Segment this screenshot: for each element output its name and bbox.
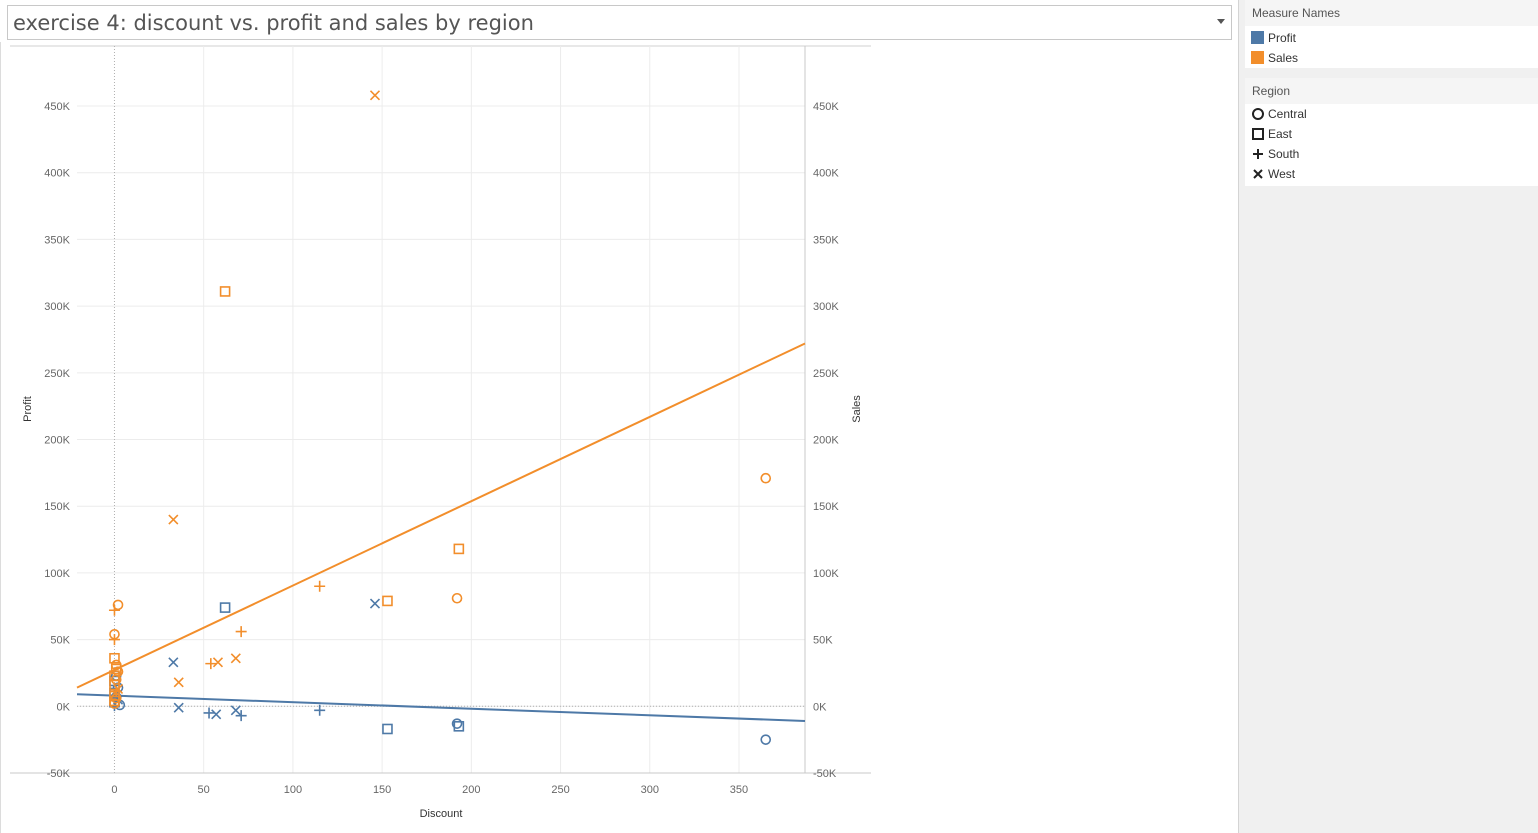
y-tick-label: 200K — [44, 435, 70, 447]
x-tick-label: 150 — [373, 784, 391, 796]
sales-east-point[interactable] — [382, 595, 393, 607]
y2-tick-label: 450K — [813, 101, 839, 113]
sales-east-point[interactable] — [453, 543, 465, 555]
y2-tick-label: 0K — [813, 701, 827, 713]
worksheet-title-bar[interactable]: exercise 4: discount vs. profit and sale… — [7, 5, 1232, 40]
y-tick-label: 0K — [57, 701, 71, 713]
y-tick-label: 350K — [44, 234, 70, 246]
profit-west-point[interactable] — [173, 702, 184, 713]
sales-west-point[interactable] — [369, 90, 381, 101]
legend-item-central[interactable]: Central — [1245, 104, 1538, 124]
x-tick-label: 250 — [551, 784, 569, 796]
profit-trend-line[interactable] — [76, 693, 806, 722]
legend-panel: Measure Names Profit Sales Region Centra… — [1238, 0, 1538, 833]
profit-east-point[interactable] — [453, 721, 465, 732]
sales-east-point[interactable] — [219, 286, 231, 297]
legend-item-label: Sales — [1268, 51, 1299, 65]
profit-west-point[interactable] — [230, 705, 241, 716]
sales-central-point[interactable] — [112, 599, 124, 611]
sales-south-point[interactable] — [314, 580, 326, 592]
x-tick-label: 0 — [111, 784, 117, 796]
x-tick-label: 350 — [730, 784, 748, 796]
legend-item-west[interactable]: West — [1245, 164, 1538, 184]
legend-item-label: East — [1268, 127, 1293, 141]
y2-tick-label: 50K — [813, 635, 833, 647]
worksheet-title: exercise 4: discount vs. profit and sale… — [13, 11, 534, 35]
y-tick-label: 150K — [44, 501, 70, 513]
y2-tick-label: 150K — [813, 501, 839, 513]
profit-south-point[interactable] — [203, 707, 215, 719]
y2-tick-label: 100K — [813, 568, 839, 580]
sales-south-point[interactable] — [235, 626, 247, 638]
sales-west-point[interactable] — [212, 657, 224, 668]
scatter-chart[interactable]: -50K -50K 0K 0K 50K 50K 100K 100K 150K 150K 200K 20… — [0, 0, 880, 833]
profit-east-point[interactable] — [382, 723, 393, 735]
legend-item-profit[interactable]: Profit — [1245, 28, 1538, 48]
legend-item-label: Profit — [1268, 31, 1297, 45]
legend-item-label: Central — [1268, 107, 1307, 121]
cross-icon — [1253, 169, 1263, 179]
y-tick-label: 100K — [44, 568, 70, 580]
region-legend[interactable]: Region Central East South West — [1245, 78, 1538, 186]
measure-names-legend[interactable]: Measure Names Profit Sales — [1245, 0, 1538, 68]
legend-item-label: West — [1268, 167, 1296, 181]
sales-east-point[interactable] — [109, 679, 120, 691]
sales-west-point[interactable] — [230, 653, 241, 664]
sales-central-point[interactable] — [760, 472, 772, 484]
profit-east-point[interactable] — [219, 602, 231, 613]
measure-names-legend-title: Measure Names — [1245, 0, 1538, 26]
plus-icon — [1253, 149, 1263, 159]
profit-color-swatch — [1251, 31, 1264, 44]
sales-central-point[interactable] — [109, 698, 120, 709]
sales-central-point[interactable] — [451, 592, 463, 604]
x-tick-label: 300 — [641, 784, 659, 796]
region-legend-title: Region — [1245, 78, 1538, 104]
y-tick-label: 50K — [50, 635, 70, 647]
profit-west-point[interactable] — [369, 598, 381, 609]
legend-item-south[interactable]: South — [1245, 144, 1538, 164]
y2-tick-label: 300K — [813, 301, 839, 313]
sales-central-point[interactable] — [110, 692, 122, 704]
square-icon — [1252, 128, 1264, 140]
sales-west-point[interactable] — [173, 677, 184, 688]
view-border — [0, 42, 1, 833]
profit-central-point[interactable] — [760, 734, 772, 745]
y2-axis-title: Sales — [851, 395, 863, 423]
legend-item-sales[interactable]: Sales — [1245, 48, 1538, 68]
sales-south-point[interactable] — [108, 604, 120, 616]
y2-tick-label: 350K — [813, 234, 839, 246]
profit-south-point[interactable] — [314, 704, 326, 716]
y-tick-label: -50K — [47, 768, 71, 780]
profit-central-point[interactable] — [451, 718, 463, 729]
y-tick-label: 450K — [44, 101, 70, 113]
chevron-down-icon[interactable] — [1217, 19, 1225, 24]
y2-tick-label: 400K — [813, 168, 839, 180]
sales-east-point[interactable] — [109, 652, 120, 664]
profit-west-point[interactable] — [168, 657, 179, 668]
sales-south-point[interactable] — [205, 658, 217, 670]
y-tick-label: 400K — [44, 168, 70, 180]
y2-tick-label: 200K — [813, 435, 839, 447]
x-tick-label: 100 — [284, 784, 302, 796]
profit-west-point[interactable] — [211, 709, 222, 720]
sales-east-point[interactable] — [110, 663, 122, 675]
sales-central-point[interactable] — [110, 674, 122, 685]
y-tick-label: 250K — [44, 368, 70, 380]
y-axis-title: Profit — [22, 396, 34, 422]
y2-tick-label: 250K — [813, 368, 839, 380]
x-tick-label: 200 — [462, 784, 480, 796]
circle-icon — [1252, 108, 1264, 120]
legend-item-label: South — [1268, 147, 1300, 161]
legend-item-east[interactable]: East — [1245, 124, 1538, 144]
y-tick-label: 300K — [44, 301, 70, 313]
y2-tick-label: -50K — [813, 768, 837, 780]
sales-west-point[interactable] — [168, 514, 179, 525]
sales-color-swatch — [1251, 51, 1264, 64]
sales-south-point[interactable] — [108, 634, 120, 646]
profit-south-point[interactable] — [235, 710, 247, 722]
sales-trend-line[interactable] — [76, 342, 806, 689]
sales-east-point[interactable] — [109, 690, 120, 701]
x-tick-label: 50 — [198, 784, 210, 796]
x-axis-title: Discount — [420, 808, 463, 820]
